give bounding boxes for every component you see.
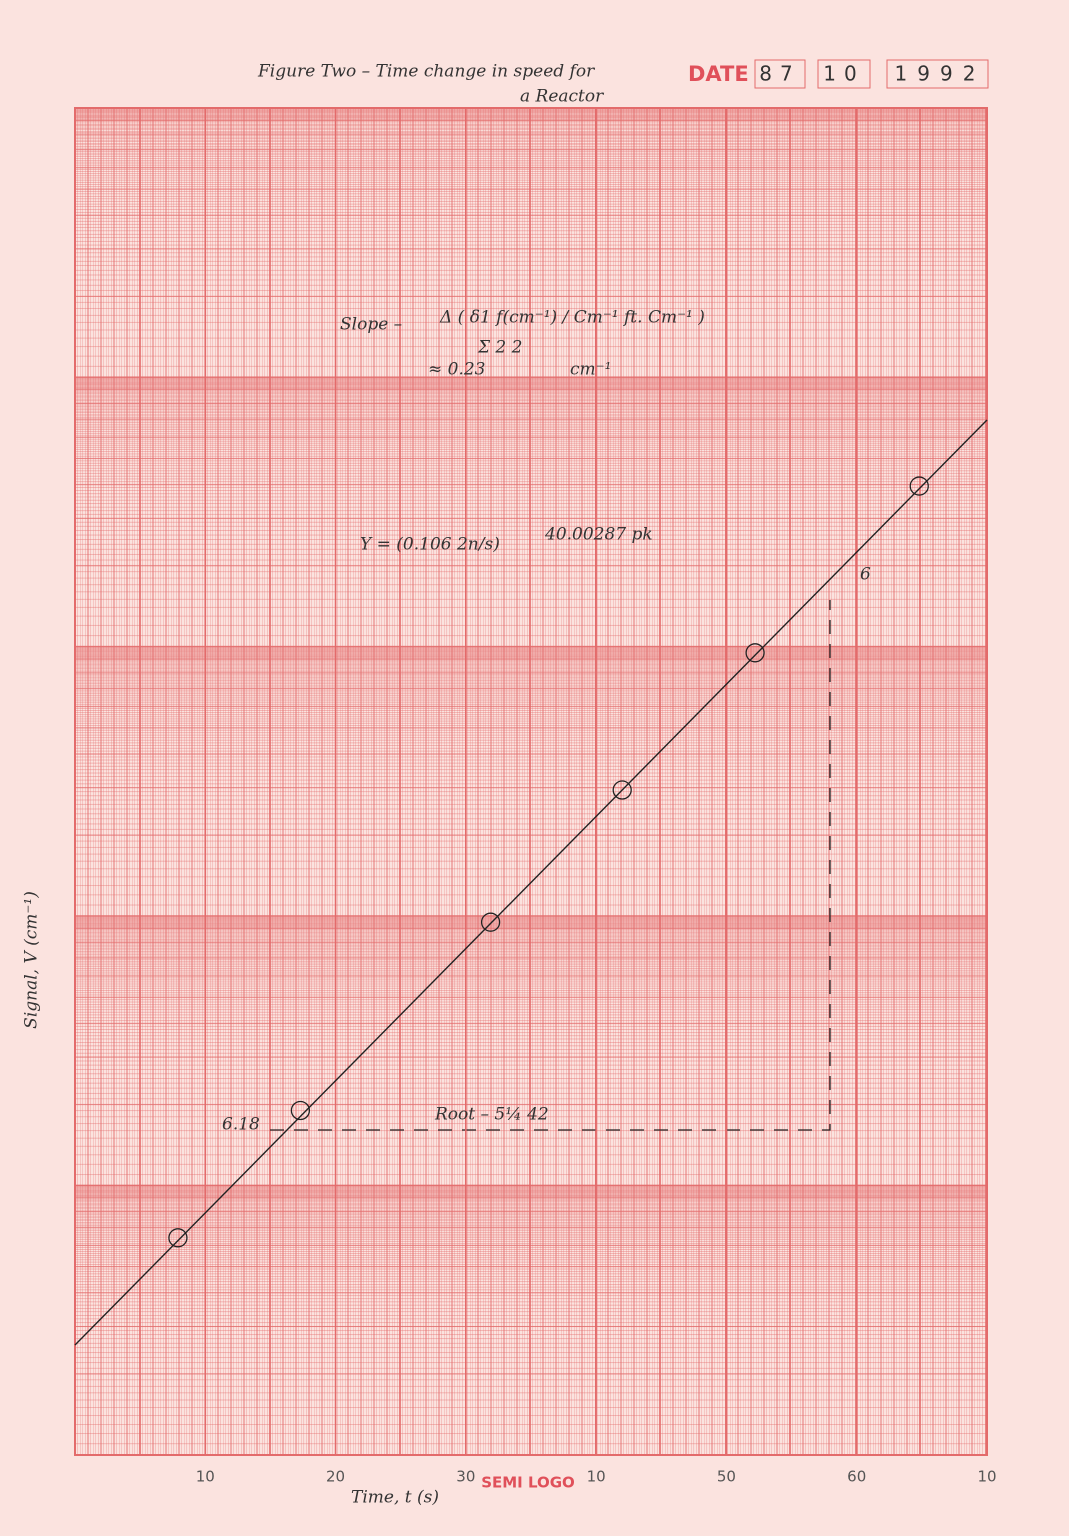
- guide-line: [270, 600, 831, 1131]
- annotation: ≈ 0.23: [428, 360, 486, 380]
- title: Figure Two – Time change in speed for: [257, 62, 595, 82]
- data-point: [745, 643, 765, 663]
- date-box: [754, 59, 806, 89]
- annotation: 6.18: [222, 1115, 260, 1135]
- x-tick-label: 60: [847, 1468, 866, 1486]
- x-tick-label: 30: [456, 1468, 475, 1486]
- subtitle: a Reactor: [520, 87, 604, 107]
- annotation: Y = (0.106 2n/s): [360, 535, 500, 555]
- data-point: [612, 780, 632, 800]
- date-box: [817, 59, 871, 89]
- guide-lines: [270, 600, 831, 1131]
- annotation: Root – 5¼ 42: [434, 1105, 549, 1125]
- date-day: 87: [759, 62, 800, 86]
- annotation: 40.00287 pk: [544, 525, 653, 545]
- date-month: 10: [823, 62, 864, 86]
- x-tick-label: 10: [196, 1468, 215, 1486]
- data-point: [290, 1100, 311, 1121]
- data-point: [168, 1228, 188, 1248]
- annotation: cm⁻¹: [570, 360, 611, 380]
- date-year: 1992: [895, 62, 986, 86]
- date-box: [886, 59, 989, 89]
- linear-grid: [75, 108, 987, 1455]
- annotation: Δ ( δ1 f(cm⁻¹) / Cm⁻¹ ft. Cm⁻¹ ): [439, 308, 705, 328]
- watermark: SEMI LOGO: [481, 1474, 575, 1492]
- y-axis-label: Signal, V (cm⁻¹): [22, 891, 42, 1029]
- fit-line: [74, 419, 988, 1346]
- date-label: DATE: [688, 62, 749, 86]
- x-tick-label: 50: [717, 1468, 736, 1486]
- x-axis-label: Time, t (s): [351, 1488, 439, 1508]
- data-point: [909, 476, 929, 496]
- annotation: Slope –: [340, 315, 402, 335]
- x-tick-label: 10: [587, 1468, 606, 1486]
- annotation: Σ 2 2: [477, 338, 522, 358]
- x-tick-label: 20: [326, 1468, 345, 1486]
- x-tick-label: 10: [977, 1468, 996, 1486]
- annotation: 6: [860, 565, 871, 585]
- data-point: [480, 912, 501, 932]
